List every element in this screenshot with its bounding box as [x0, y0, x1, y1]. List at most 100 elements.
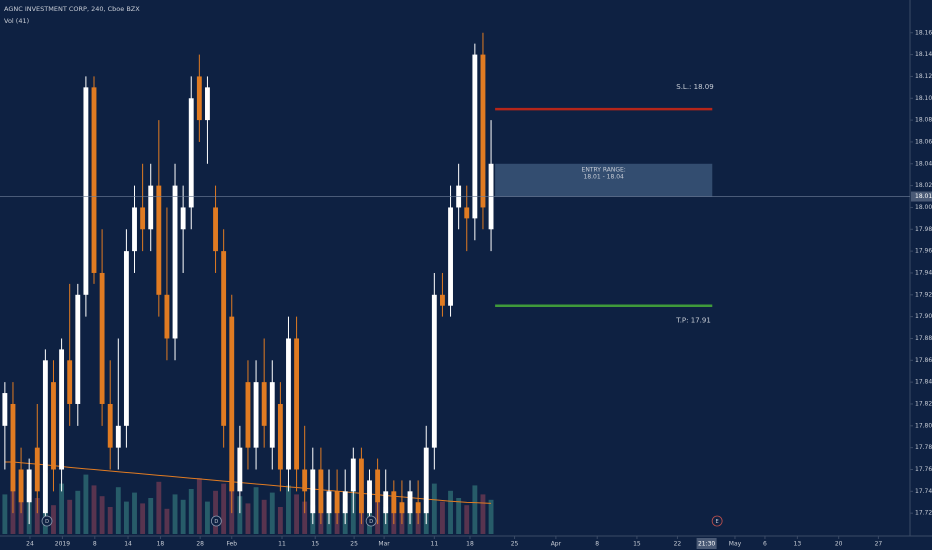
- candle-body: [334, 491, 340, 514]
- event-marker: [711, 515, 723, 527]
- candle-body: [407, 491, 413, 514]
- candle-body: [464, 207, 470, 219]
- entry-range: [495, 163, 713, 197]
- volume-bar: [488, 499, 494, 534]
- y-tick-label: 17.92: [915, 291, 932, 298]
- candle-body: [156, 185, 162, 295]
- y-tick-label: 18.12: [915, 73, 932, 80]
- event-label: D: [45, 519, 49, 525]
- y-tick-label: 17.94: [915, 269, 932, 276]
- candle-body: [67, 360, 73, 404]
- volume-bar: [440, 501, 445, 534]
- y-tick-label: 17.84: [915, 379, 932, 386]
- candle-body: [83, 87, 89, 295]
- volume-bar: [164, 508, 170, 534]
- x-tick-label: 15: [311, 541, 319, 548]
- stop_loss-label: S.L.: 18.09: [676, 83, 713, 91]
- volume-bar: [221, 483, 227, 534]
- candle-body: [148, 185, 154, 230]
- volume-bar: [107, 507, 113, 534]
- volume-bar: [286, 485, 291, 534]
- candle-body: [399, 502, 405, 514]
- candle-body: [286, 338, 291, 470]
- x-tick-label: 13: [794, 541, 802, 548]
- y-tick-label: 18.06: [915, 138, 932, 145]
- candle-body: [358, 458, 364, 514]
- entry-label: ENTRY RANGE:: [582, 166, 626, 173]
- y-tick-label: 18.04: [915, 160, 932, 167]
- candle-body: [91, 87, 97, 273]
- volume-bar: [148, 498, 154, 534]
- y-tick-label: 18.14: [915, 51, 932, 58]
- x-tick-label: 18: [157, 541, 165, 548]
- volume-bar: [277, 507, 283, 534]
- y-tick-label: 18.02: [915, 182, 932, 189]
- entry-range-label: 18.01 - 18.04: [584, 173, 625, 180]
- candle-body: [383, 491, 389, 514]
- candle-body: [294, 338, 300, 470]
- volume-bar: [237, 496, 243, 534]
- x-tick-label: 27: [875, 541, 883, 548]
- candle-body: [164, 294, 170, 339]
- volume-bar: [2, 494, 8, 534]
- volume-bar: [253, 487, 259, 534]
- y-tick-label: 18.00: [915, 204, 932, 211]
- candle-body: [42, 360, 48, 514]
- volume-bar: [115, 487, 121, 534]
- y-tick-label: 17.80: [915, 422, 932, 429]
- x-tick-label: 11: [431, 541, 439, 548]
- candle-body: [75, 294, 81, 404]
- candle-body: [172, 185, 178, 339]
- candle-body: [51, 382, 56, 470]
- candle-body: [59, 349, 65, 470]
- volume-bar: [132, 492, 137, 534]
- volume-bar: [91, 485, 97, 534]
- chart-title: AGNC INVESTMENT CORP, 240, Cboe BZX: [4, 5, 140, 13]
- x-tick-label: 20: [835, 541, 843, 548]
- y-tick-label: 17.76: [915, 466, 932, 473]
- candle-body: [350, 458, 356, 492]
- candle-body: [229, 316, 235, 492]
- volume-bar: [448, 490, 453, 534]
- volume-label: Vol (41): [4, 17, 29, 25]
- candle-body: [205, 87, 210, 121]
- volume-bar: [464, 505, 470, 534]
- candle-body: [253, 382, 259, 448]
- candle-body: [237, 447, 243, 492]
- event-marker: [41, 515, 53, 527]
- volume-bar: [188, 489, 194, 534]
- x-tick-label: 25: [511, 541, 519, 548]
- candle-body: [261, 382, 267, 426]
- candle-body: [326, 491, 332, 514]
- y-tick-label: 18.08: [915, 117, 932, 124]
- x-tick-label: Feb: [226, 541, 237, 548]
- candle-body: [472, 54, 478, 219]
- volume-bar: [261, 499, 267, 534]
- last-price-box: [911, 191, 932, 202]
- x-tick-label: Mar: [378, 541, 390, 548]
- x-tick-label: May: [729, 541, 742, 548]
- volume-bar: [140, 503, 146, 534]
- volume-bar: [472, 485, 478, 534]
- x-tick-label: 15: [633, 541, 641, 548]
- last-price-label: 18.01: [915, 193, 932, 200]
- candle-body: [196, 76, 202, 121]
- volume-bar: [67, 499, 73, 534]
- candle-body: [26, 469, 32, 503]
- candle-body: [132, 207, 137, 252]
- candle-body: [123, 251, 129, 426]
- volume-bar: [480, 494, 486, 534]
- x-tick-label: 6: [763, 541, 767, 548]
- volume-bar: [269, 492, 275, 534]
- volume-bar: [456, 498, 462, 534]
- volume-bar: [431, 483, 437, 534]
- candle-body: [221, 251, 227, 426]
- candle-body: [2, 393, 8, 426]
- candle-body: [302, 469, 308, 492]
- candle-body: [431, 294, 437, 448]
- candle-body: [391, 491, 397, 514]
- candle-body: [448, 207, 453, 306]
- candle-body: [180, 207, 186, 230]
- event-marker: [210, 515, 222, 527]
